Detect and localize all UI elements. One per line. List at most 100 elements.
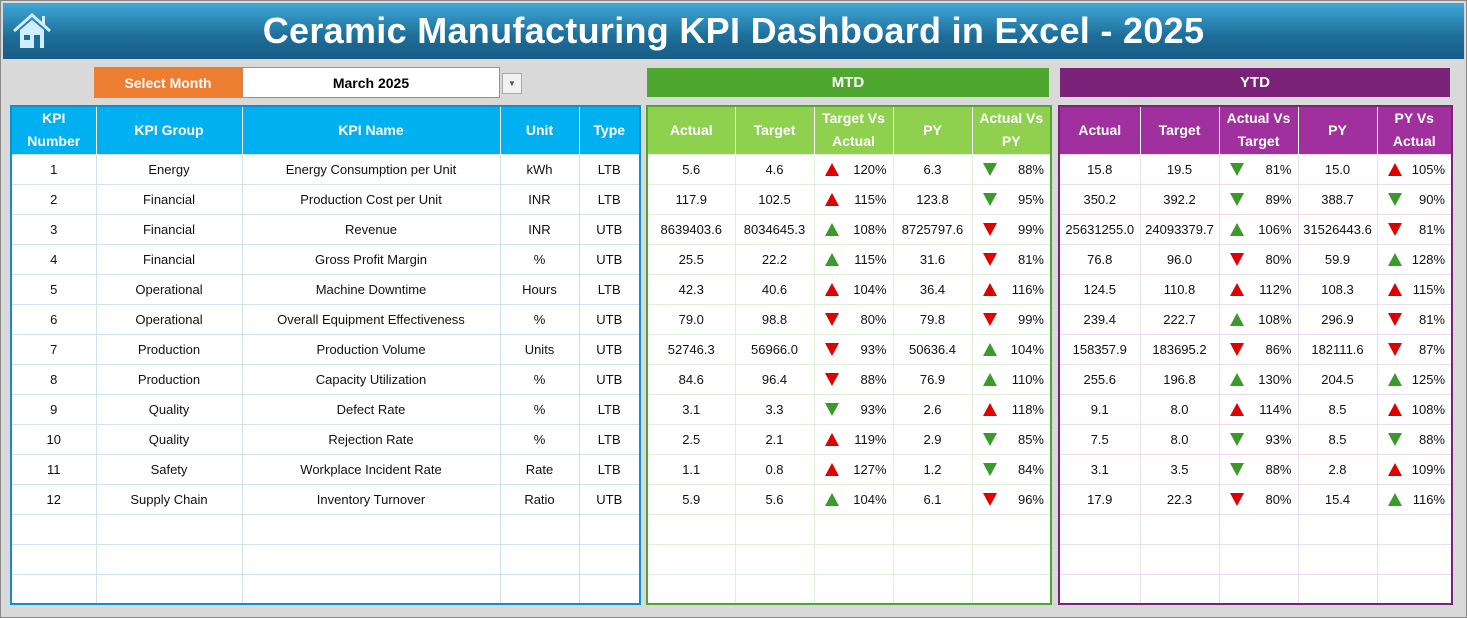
kpi-type-cell: UTB	[578, 363, 641, 395]
cell: 15.0	[1297, 153, 1378, 185]
kpi-type-cell: LTB	[578, 153, 641, 185]
kpi-type-cell	[578, 573, 641, 605]
cell: 88%	[1376, 423, 1453, 455]
triangle-up-icon	[824, 162, 839, 176]
percent-value: 93%	[860, 341, 887, 357]
triangle-up-icon	[824, 192, 839, 206]
column-header: PY	[1298, 106, 1378, 154]
indicator: 84%	[973, 462, 1051, 477]
indicator: 90%	[1378, 192, 1452, 207]
column-header: Actual	[1059, 106, 1141, 154]
triangle-down-icon	[982, 312, 997, 326]
cell	[892, 573, 973, 605]
percent-value: 88%	[1017, 161, 1044, 177]
table-row: 2 Financial Production Cost per Unit INR LTB	[10, 183, 641, 215]
indicator: 108%	[1378, 402, 1452, 417]
cell: 50636.4	[892, 333, 973, 365]
kpi-group-cell: Operational	[95, 303, 243, 335]
cell: 8034645.3	[734, 213, 815, 245]
cell: 117.9	[646, 183, 736, 215]
cell	[734, 513, 815, 545]
kpi-name-cell: Inventory Turnover	[241, 483, 501, 515]
cell	[646, 573, 736, 605]
dashboard-title-bar: Ceramic Manufacturing KPI Dashboard in E…	[3, 3, 1464, 59]
home-icon[interactable]	[11, 11, 53, 51]
mtd-table: Actual Target Target Vs Actual PY Actual Vs …	[646, 105, 1052, 605]
cell: 116%	[971, 273, 1052, 305]
percent-value: 81%	[1265, 161, 1292, 177]
cell: 5.9	[646, 483, 736, 515]
indicator: 128%	[1378, 252, 1452, 267]
kpi-name-cell: Gross Profit Margin	[241, 243, 501, 275]
kpi-unit-cell: %	[499, 303, 580, 335]
table-row	[10, 543, 641, 575]
cell	[734, 543, 815, 575]
cell: 110.8	[1139, 273, 1220, 305]
indicator: 88%	[815, 372, 893, 387]
page-title: Ceramic Manufacturing KPI Dashboard in E…	[262, 10, 1205, 51]
cell: 3.3	[734, 393, 815, 425]
cell: 125%	[1376, 363, 1453, 395]
kpi-group-cell: Financial	[95, 213, 243, 245]
triangle-up-icon	[1387, 492, 1402, 506]
percent-value: 114%	[1259, 401, 1292, 417]
triangle-down-icon	[982, 432, 997, 446]
triangle-down-icon	[824, 312, 839, 326]
cell: 25.5	[646, 243, 736, 275]
percent-value: 125%	[1411, 371, 1445, 387]
triangle-up-icon	[824, 222, 839, 236]
cell: 2.6	[892, 393, 973, 425]
indicator: 119%	[815, 432, 893, 447]
percent-value: 99%	[1017, 311, 1044, 327]
kpi-name-cell: Machine Downtime	[241, 273, 501, 305]
cell: 104%	[813, 483, 894, 515]
column-header: Target Vs Actual	[814, 106, 894, 154]
dropdown-arrow-icon[interactable]: ▼	[502, 73, 522, 94]
triangle-down-icon	[1387, 222, 1402, 236]
kpi-unit-cell: INR	[499, 183, 580, 215]
column-header: Unit	[500, 106, 580, 154]
percent-value: 88%	[1418, 431, 1445, 447]
ytd-section-header: YTD	[1060, 68, 1450, 97]
cell: 115%	[813, 243, 894, 275]
kpi-name-cell	[241, 513, 501, 545]
cell: 8.0	[1139, 393, 1220, 425]
cell: 108.3	[1297, 273, 1378, 305]
triangle-up-icon	[1387, 282, 1402, 296]
column-header: Target	[1140, 106, 1220, 154]
kpi-type-cell: LTB	[578, 423, 641, 455]
table-row: 25.5 22.2 115% 31.6 81%	[646, 243, 1052, 275]
percent-value: 81%	[1017, 251, 1044, 267]
triangle-down-icon	[982, 492, 997, 506]
cell: 84.6	[646, 363, 736, 395]
percent-value: 108%	[1411, 401, 1445, 417]
cell	[892, 513, 973, 545]
month-select[interactable]: March 2025	[242, 67, 500, 98]
cell	[1376, 513, 1453, 545]
kpi-unit-cell: kWh	[499, 153, 580, 185]
table-row: 9.1 8.0 114% 8.5 108%	[1058, 393, 1453, 425]
triangle-up-icon	[1229, 282, 1244, 296]
kpi-group-cell: Production	[95, 333, 243, 365]
indicator: 80%	[815, 312, 893, 327]
triangle-down-icon	[1387, 192, 1402, 206]
cell: 80%	[1218, 483, 1299, 515]
triangle-down-icon	[1229, 492, 1244, 506]
table-row: 52746.3 56966.0 93% 50636.4 104%	[646, 333, 1052, 365]
cell: 110%	[971, 363, 1052, 395]
kpi-type-cell: LTB	[578, 273, 641, 305]
cell: 6.1	[892, 483, 973, 515]
table-row: 239.4 222.7 108% 296.9 81%	[1058, 303, 1453, 335]
kpi-type-cell: UTB	[578, 303, 641, 335]
cell: 3.1	[646, 393, 736, 425]
cell	[1297, 573, 1378, 605]
indicator: 93%	[815, 342, 893, 357]
cell	[1376, 543, 1453, 575]
kpi-unit-cell: Hours	[499, 273, 580, 305]
cell: 350.2	[1058, 183, 1141, 215]
kpi-name-cell: Rejection Rate	[241, 423, 501, 455]
select-month-label: Select Month	[94, 67, 242, 98]
indicator: 81%	[1378, 312, 1452, 327]
cell: 239.4	[1058, 303, 1141, 335]
indicator: 104%	[815, 492, 893, 507]
